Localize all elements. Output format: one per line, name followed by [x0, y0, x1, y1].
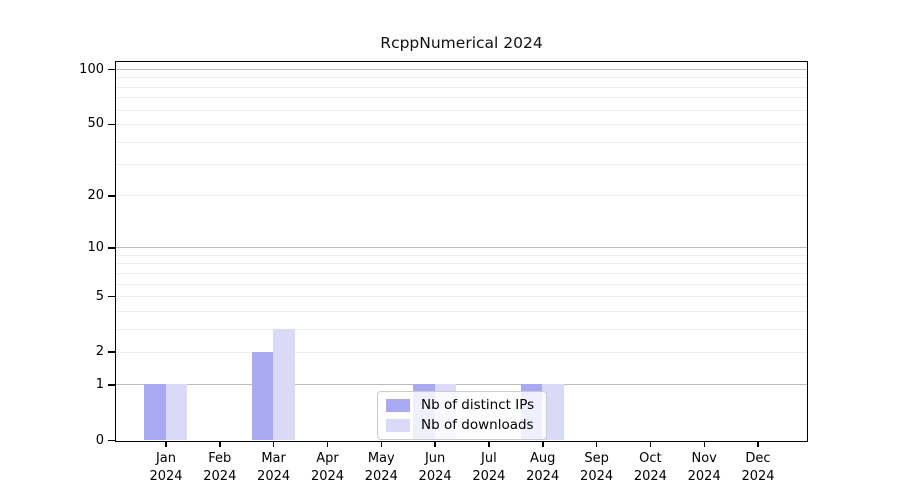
gridline-minor-90 — [116, 77, 807, 79]
gridline-major-1 — [116, 384, 807, 386]
x-tick-label-jan-2024: Jan 2024 — [149, 451, 183, 484]
x-tick-aug-2024 — [542, 442, 544, 447]
x-tick-mar-2024 — [272, 442, 275, 447]
y-tick-label-1: 1 — [95, 376, 104, 392]
y-tick-1 — [108, 384, 115, 386]
y-tick-2 — [108, 351, 115, 353]
x-tick-label-feb-2024: Feb 2024 — [203, 451, 237, 484]
x-tick-label-apr-2024: Apr 2024 — [310, 451, 345, 484]
bar-nb-of-distinct-ips-mar-2024 — [251, 351, 274, 440]
y-tick-label-2: 2 — [95, 344, 104, 360]
gridline-minor-2 — [116, 351, 807, 353]
x-tick-feb-2024 — [219, 442, 221, 447]
legend-swatch-downloads — [386, 419, 410, 432]
gridline-minor-7 — [116, 272, 807, 274]
gridline-minor-60 — [116, 109, 807, 111]
gridline-minor-20 — [116, 195, 807, 197]
y-tick-label-5: 5 — [95, 288, 104, 304]
x-tick-sep-2024 — [595, 442, 598, 447]
x-tick-jan-2024 — [165, 442, 167, 447]
legend-row-distinct-ips: Nb of distinct IPs — [386, 398, 534, 413]
y-tick-label-100: 100 — [79, 61, 104, 77]
legend-label-downloads: Nb of downloads — [421, 417, 534, 433]
gridline-minor-3 — [116, 328, 807, 330]
legend: Nb of distinct IPs Nb of downloads — [377, 391, 548, 440]
legend-label-distinct-ips: Nb of distinct IPs — [421, 397, 535, 413]
y-tick-5 — [108, 295, 115, 298]
bar-nb-of-distinct-ips-jan-2024 — [144, 384, 166, 440]
bar-nb-of-downloads-jan-2024 — [165, 384, 187, 440]
gridline-minor-5 — [116, 296, 807, 297]
x-tick-may-2024 — [380, 442, 382, 447]
gridline-minor-6 — [116, 283, 807, 285]
bar-nb-of-downloads-mar-2024 — [273, 328, 295, 440]
gridline-major-10 — [116, 247, 807, 249]
gridline-minor-40 — [116, 141, 807, 143]
x-tick-label-may-2024: May 2024 — [364, 451, 398, 484]
gridline-minor-70 — [116, 97, 807, 99]
gridline-minor-80 — [116, 86, 807, 88]
bar-nb-of-downloads-aug-2024 — [542, 384, 564, 440]
y-tick-0 — [108, 439, 115, 442]
x-tick-oct-2024 — [649, 442, 652, 447]
y-tick-label-10: 10 — [87, 239, 104, 255]
gridline-minor-9 — [116, 254, 807, 256]
x-tick-nov-2024 — [703, 442, 705, 447]
x-tick-jun-2024 — [434, 442, 436, 447]
x-tick-label-jul-2024: Jul 2024 — [472, 451, 506, 484]
y-tick-label-20: 20 — [87, 187, 104, 203]
x-tick-label-jun-2024: Jun 2024 — [418, 451, 452, 484]
x-tick-dec-2024 — [757, 442, 759, 447]
plot-area — [115, 61, 808, 442]
gridline-major-100 — [116, 69, 807, 70]
gridline-minor-8 — [116, 263, 807, 265]
legend-row-downloads: Nb of downloads — [386, 418, 534, 433]
y-tick-10 — [108, 247, 115, 249]
y-tick-100 — [108, 68, 115, 71]
legend-swatch-distinct-ips — [386, 399, 410, 412]
gridline-minor-50 — [116, 123, 807, 125]
x-tick-label-aug-2024: Aug 2024 — [526, 451, 560, 484]
x-tick-label-sep-2024: Sep 2024 — [580, 451, 614, 484]
chart-title: RcppNumerical 2024 — [380, 34, 543, 52]
gridline-minor-30 — [116, 163, 807, 165]
y-tick-label-50: 50 — [87, 116, 104, 132]
x-tick-label-dec-2024: Dec 2024 — [741, 451, 775, 484]
x-tick-label-mar-2024: Mar 2024 — [257, 451, 291, 484]
x-tick-label-oct-2024: Oct 2024 — [633, 451, 667, 484]
y-tick-50 — [108, 123, 115, 126]
y-tick-label-0: 0 — [95, 432, 104, 448]
gridline-minor-4 — [116, 310, 807, 312]
y-tick-20 — [108, 195, 115, 197]
x-tick-apr-2024 — [326, 442, 329, 447]
x-tick-jul-2024 — [488, 442, 490, 447]
x-tick-label-nov-2024: Nov 2024 — [687, 451, 721, 484]
